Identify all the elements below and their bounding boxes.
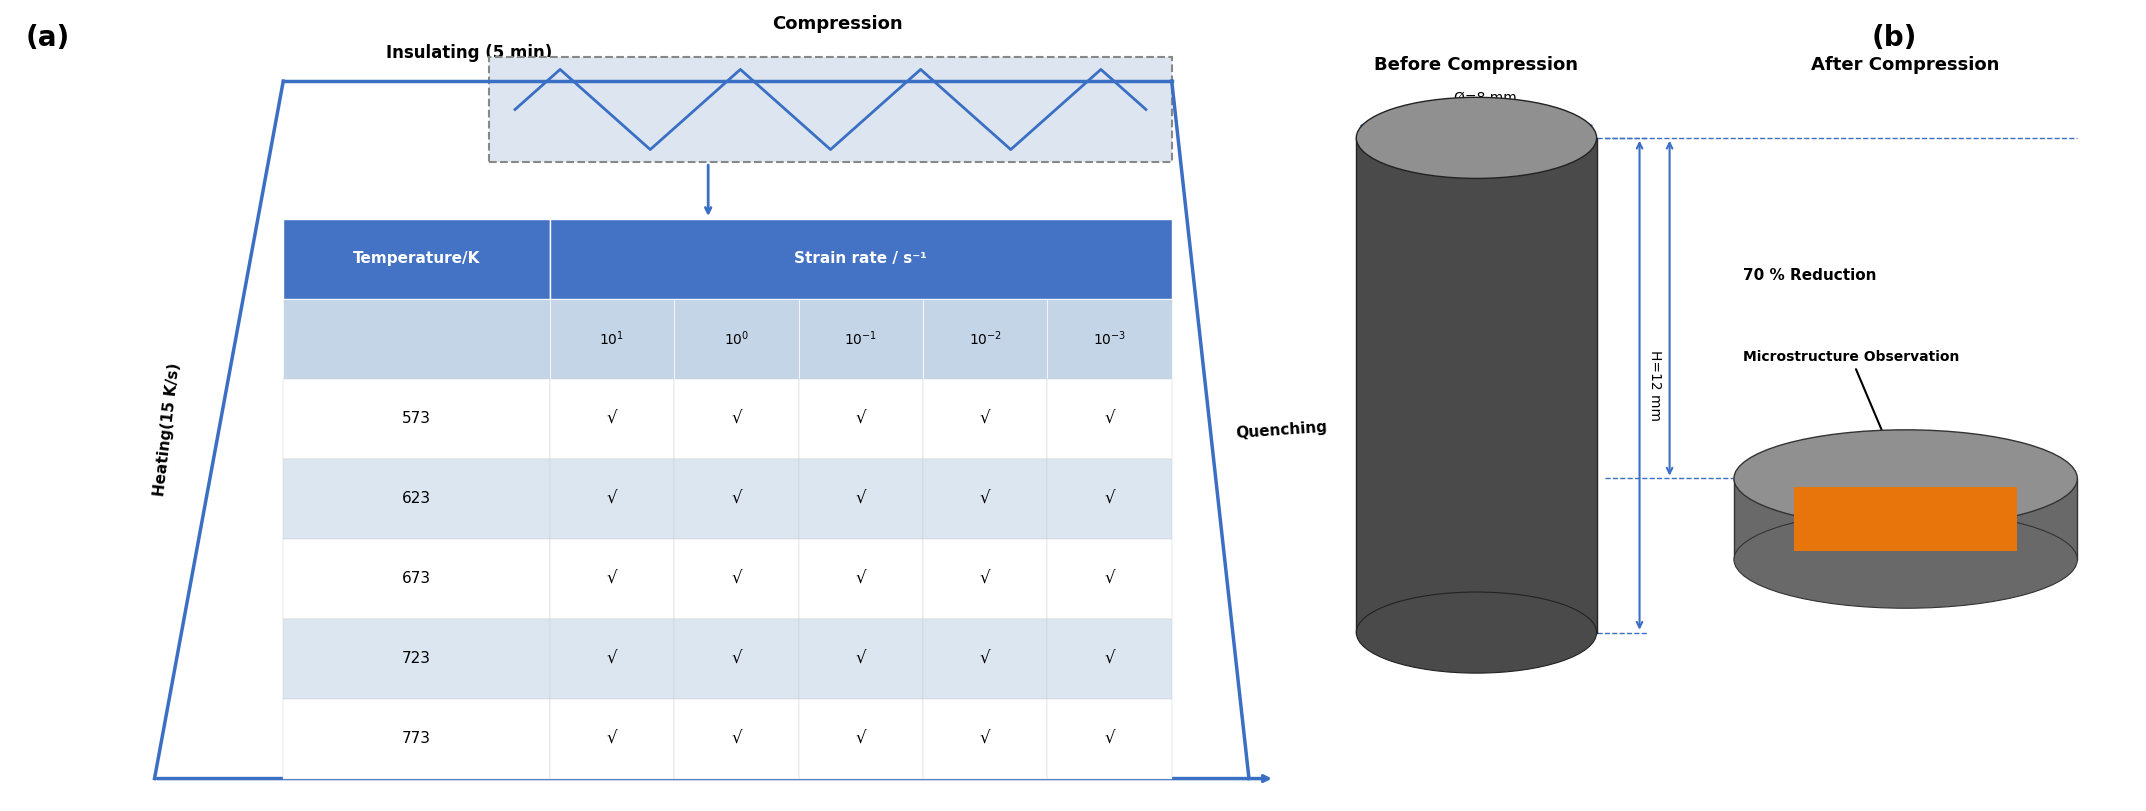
Text: √: √ [1105, 569, 1114, 588]
Bar [674, 619, 798, 698]
Text: √: √ [732, 410, 743, 428]
Text: Before Compression: Before Compression [1373, 56, 1579, 74]
Text: $10^0$: $10^0$ [723, 329, 749, 348]
Bar [549, 698, 674, 779]
Bar [923, 698, 1047, 779]
Text: $10^{-3}$: $10^{-3}$ [1092, 329, 1127, 348]
Bar [674, 459, 798, 539]
Text: √: √ [607, 410, 618, 428]
Text: Ø=8 mm: Ø=8 mm [1453, 90, 1517, 105]
Text: $10^{-2}$: $10^{-2}$ [968, 329, 1002, 348]
Text: 623: 623 [401, 491, 431, 506]
Bar [549, 219, 1172, 299]
Text: 573: 573 [401, 411, 431, 427]
Bar [283, 459, 549, 539]
Text: √: √ [981, 650, 991, 667]
Text: 723: 723 [401, 651, 431, 666]
Text: √: √ [981, 569, 991, 588]
Bar [283, 539, 549, 619]
Ellipse shape [1734, 511, 2077, 608]
Bar [1047, 459, 1172, 539]
Bar [1047, 698, 1172, 779]
Bar [798, 698, 923, 779]
Bar [674, 698, 798, 779]
Bar [549, 299, 674, 379]
Bar [1734, 478, 2077, 560]
Text: √: √ [856, 650, 867, 667]
Text: (b): (b) [1871, 24, 1916, 53]
Bar [549, 539, 674, 619]
Text: √: √ [856, 569, 867, 588]
Ellipse shape [1734, 430, 2077, 527]
Bar [1047, 299, 1172, 379]
Text: 70 % Reduction: 70 % Reduction [1743, 268, 1876, 283]
Text: √: √ [1105, 410, 1114, 428]
Bar [549, 459, 674, 539]
Text: Strain rate / s⁻¹: Strain rate / s⁻¹ [794, 251, 927, 267]
Bar [923, 539, 1047, 619]
Bar [283, 379, 549, 459]
Text: √: √ [981, 490, 991, 508]
Text: √: √ [981, 730, 991, 748]
Bar [798, 379, 923, 459]
Bar [798, 459, 923, 539]
Bar [923, 299, 1047, 379]
Text: Temperature/K: Temperature/K [352, 251, 481, 267]
Text: √: √ [732, 490, 743, 508]
Text: √: √ [1105, 730, 1114, 748]
Text: √: √ [607, 650, 618, 667]
Bar [674, 379, 798, 459]
Text: √: √ [732, 650, 743, 667]
Text: $10^1$: $10^1$ [599, 329, 624, 348]
Text: √: √ [607, 490, 618, 508]
Text: √: √ [732, 730, 743, 748]
Text: √: √ [856, 410, 867, 428]
Text: Insulating (5 min): Insulating (5 min) [386, 44, 552, 62]
Text: √: √ [856, 730, 867, 748]
Bar [923, 619, 1047, 698]
Bar [798, 299, 923, 379]
Bar [283, 698, 549, 779]
Bar [283, 299, 549, 379]
Bar [798, 539, 923, 619]
Bar [549, 619, 674, 698]
Text: $10^{-1}$: $10^{-1}$ [843, 329, 878, 348]
Text: H=12 mm: H=12 mm [1648, 350, 1663, 421]
Bar [1356, 138, 1597, 633]
Ellipse shape [1356, 592, 1597, 673]
Bar [1794, 487, 2017, 551]
Bar [549, 379, 674, 459]
Text: 773: 773 [401, 731, 431, 746]
Bar [489, 57, 1172, 162]
Bar [674, 299, 798, 379]
Text: √: √ [856, 490, 867, 508]
Bar [283, 219, 549, 299]
Ellipse shape [1356, 97, 1597, 178]
Text: Microstructure Observation: Microstructure Observation [1743, 350, 1959, 482]
Text: Heating(15 K/s): Heating(15 K/s) [152, 363, 182, 497]
Bar [923, 459, 1047, 539]
Text: 673: 673 [401, 571, 431, 586]
Text: √: √ [1105, 490, 1114, 508]
Text: Compression: Compression [773, 15, 901, 33]
Bar [283, 619, 549, 698]
Bar [1047, 619, 1172, 698]
Text: √: √ [981, 410, 991, 428]
Text: After Compression: After Compression [1811, 56, 2000, 74]
Bar [923, 379, 1047, 459]
Text: Quenching: Quenching [1234, 419, 1328, 440]
Bar [1047, 379, 1172, 459]
Bar [798, 619, 923, 698]
Bar [1047, 539, 1172, 619]
Text: √: √ [607, 730, 618, 748]
Text: √: √ [1105, 650, 1114, 667]
Text: (a): (a) [26, 24, 71, 53]
Text: √: √ [732, 569, 743, 588]
Bar [674, 539, 798, 619]
Text: √: √ [607, 569, 618, 588]
